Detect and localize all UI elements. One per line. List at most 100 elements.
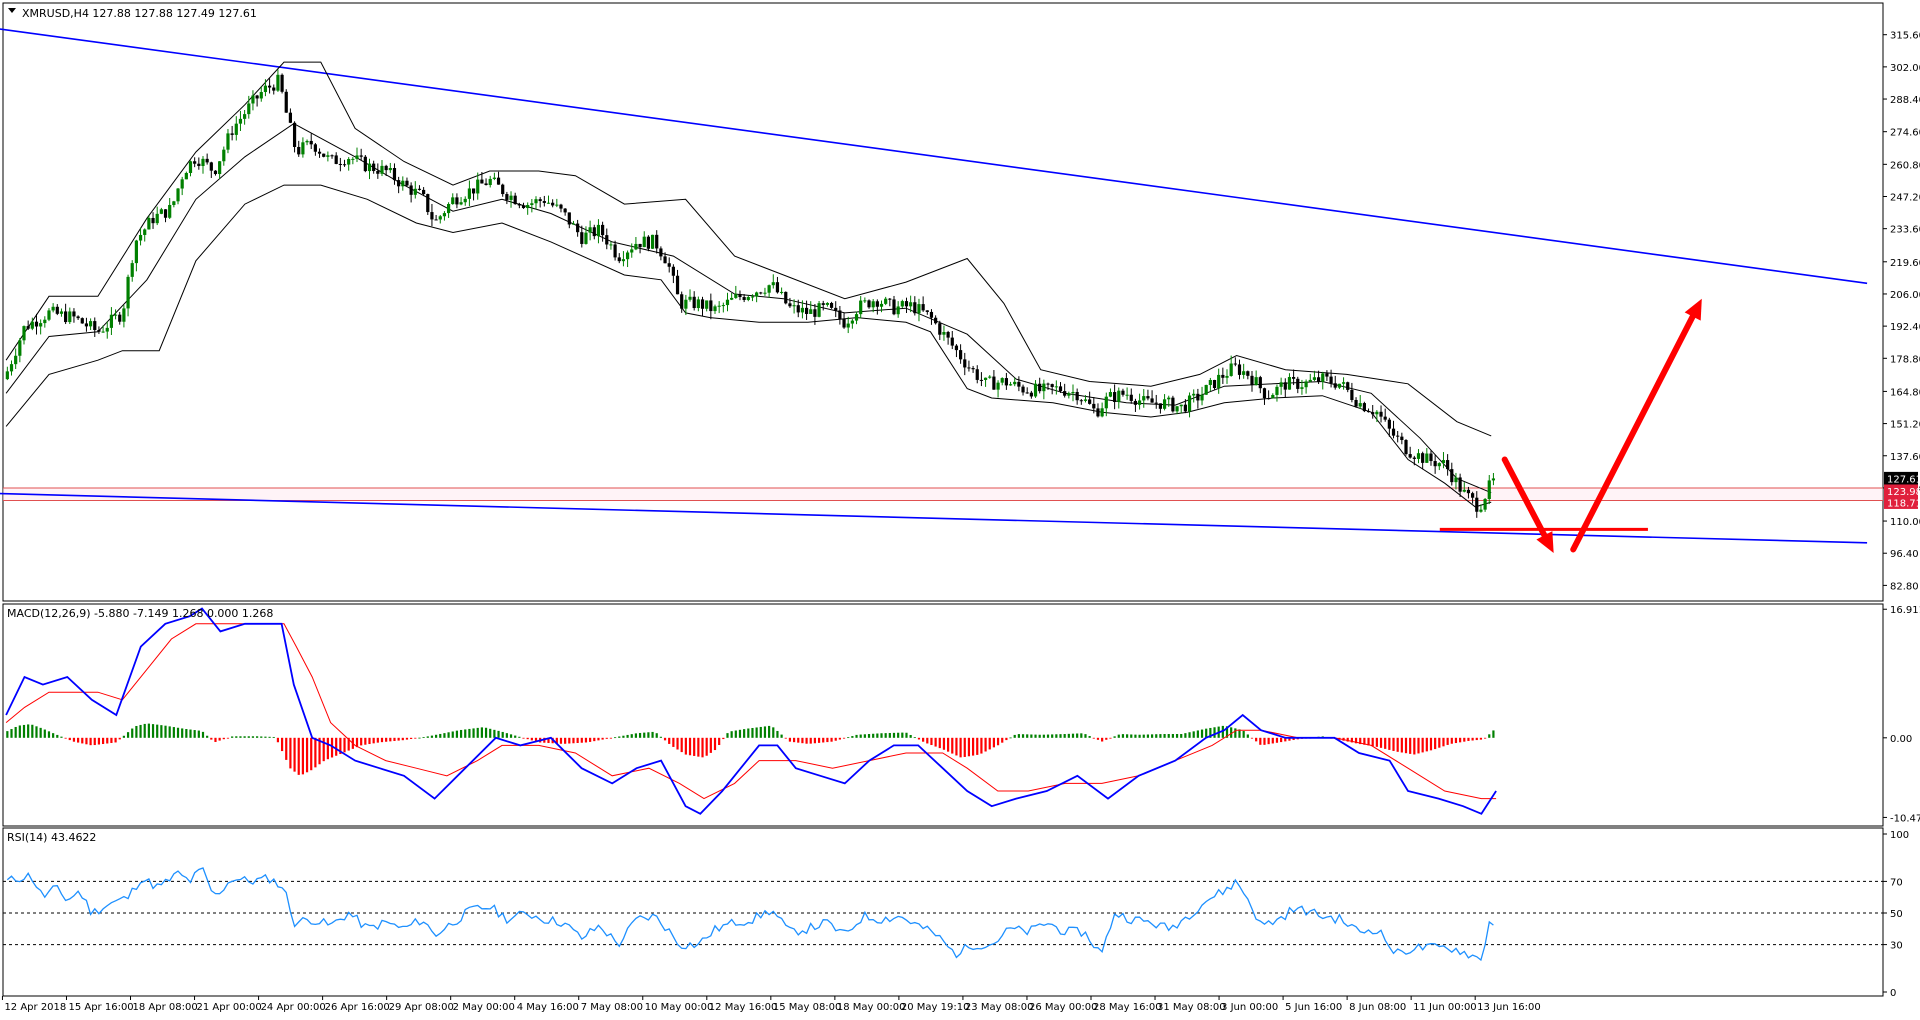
candle-bear	[738, 294, 742, 298]
macd-bar-neg	[1109, 737, 1112, 739]
candle-bull	[1008, 384, 1013, 386]
candle-bull	[14, 355, 18, 365]
macd-bar-neg	[226, 737, 230, 739]
macd-bar-pos	[867, 734, 871, 738]
macd-bar-pos	[1213, 727, 1216, 738]
time-tick-label: 28 May 16:00	[1093, 1002, 1162, 1013]
candle-bull	[584, 232, 588, 244]
bearish-arrow-shaft	[1501, 456, 1548, 539]
macd-bar-neg	[801, 737, 804, 744]
candle-bull	[771, 282, 775, 286]
macd-bar-neg	[397, 737, 400, 741]
macd-bar-neg	[922, 737, 925, 742]
macd-bar-neg	[688, 737, 692, 756]
candle-bull	[1287, 377, 1292, 390]
price-tick-label: 151.20	[1890, 420, 1920, 431]
macd-bar-pos	[638, 732, 642, 738]
level-tag-2-label: 118.71	[1887, 498, 1920, 509]
candle-bull	[238, 118, 243, 124]
candle-bear	[330, 155, 334, 157]
macd-bar-neg	[301, 737, 304, 775]
candle-bear	[1366, 411, 1371, 413]
candle-bull	[850, 320, 854, 324]
current-price-tag: 127.61	[1884, 471, 1920, 485]
macd-histogram	[6, 723, 1495, 775]
macd-bar-neg	[1105, 737, 1108, 740]
macd-bar-neg	[1459, 737, 1462, 743]
candle-bull	[800, 307, 805, 313]
candle-bear	[671, 266, 675, 276]
macd-bar-pos	[1084, 734, 1087, 738]
macd-bar-pos	[189, 729, 192, 738]
candle-bull	[438, 216, 442, 220]
macd-bar-pos	[201, 731, 205, 738]
candle-bear	[1391, 428, 1396, 436]
candle-bull	[684, 299, 688, 309]
macd-bar-pos	[509, 734, 513, 738]
candle-bear	[193, 161, 197, 164]
macd-bar-pos	[913, 737, 916, 739]
candle-bull	[1104, 396, 1108, 409]
candle-bear	[617, 257, 621, 262]
rsi-panel[interactable]	[3, 867, 1883, 962]
candle-bear	[975, 369, 979, 380]
candle-bull	[446, 204, 451, 214]
macd-bar-neg	[713, 737, 717, 751]
candle-bear	[93, 321, 97, 331]
candle-bear	[1246, 371, 1250, 376]
macd-bar-pos	[14, 726, 17, 738]
macd-bar-pos	[139, 724, 142, 738]
candle-bear	[1092, 403, 1096, 409]
macd-bar-pos	[901, 732, 904, 738]
candle-bull	[746, 297, 750, 300]
candle-bull	[767, 285, 771, 293]
macd-bar-neg	[1471, 737, 1474, 741]
candle-bear	[34, 321, 39, 327]
candle-bear	[426, 194, 430, 213]
bullish-arrow	[1570, 298, 1702, 553]
macd-bar-pos	[1192, 731, 1195, 738]
candle-bull	[817, 303, 821, 317]
macd-tick-label: 0.00	[1890, 734, 1912, 745]
macd-bar-neg	[526, 737, 529, 740]
candle-bear	[1346, 382, 1350, 390]
candle-bear	[1258, 377, 1262, 389]
candle-bear	[1158, 403, 1163, 409]
candle-bear	[967, 367, 971, 369]
candle-bear	[267, 85, 272, 88]
macd-bar-neg	[297, 737, 300, 775]
bullish-arrow-shaft	[1570, 313, 1696, 553]
candle-bull	[942, 331, 946, 335]
candle-bull	[126, 276, 130, 309]
macd-bar-pos	[647, 732, 650, 738]
candle-bear	[1458, 477, 1462, 492]
candle-bear	[376, 171, 380, 174]
candle-bear	[1088, 399, 1092, 404]
macd-bar-pos	[455, 730, 459, 738]
macd-bar-neg	[663, 737, 667, 741]
macd-bar-neg	[701, 737, 704, 758]
candle-bull	[988, 376, 992, 378]
time-tick-label: 3 Jun 00:00	[1221, 1002, 1278, 1013]
time-tick-label: 18 Apr 08:00	[133, 1002, 198, 1013]
time-tick-label: 20 May 19:10	[901, 1002, 970, 1013]
candle-bull	[1229, 363, 1233, 376]
candle-bull	[138, 234, 143, 241]
macd-bar-neg	[364, 737, 367, 745]
candle-bull	[1200, 394, 1204, 401]
macd-bar-pos	[880, 733, 883, 738]
panel-frame-3	[2, 827, 1884, 997]
macd-bar-pos	[1159, 734, 1162, 738]
candle-bull	[1275, 386, 1279, 395]
macd-bar-neg	[1292, 737, 1295, 741]
price-panel[interactable]	[0, 28, 1883, 553]
candle-bull	[725, 299, 730, 306]
macd-bar-neg	[1438, 737, 1441, 748]
macd-panel-title: MACD(12,26,9) -5.880 -7.149 1.268 0.000 …	[7, 607, 273, 620]
candle-bull	[1033, 383, 1038, 397]
time-tick-label: 18 May 00:00	[837, 1002, 906, 1013]
macd-panel[interactable]	[5, 607, 1497, 815]
macd-bar-neg	[1421, 737, 1424, 753]
candle-bull	[201, 158, 205, 167]
